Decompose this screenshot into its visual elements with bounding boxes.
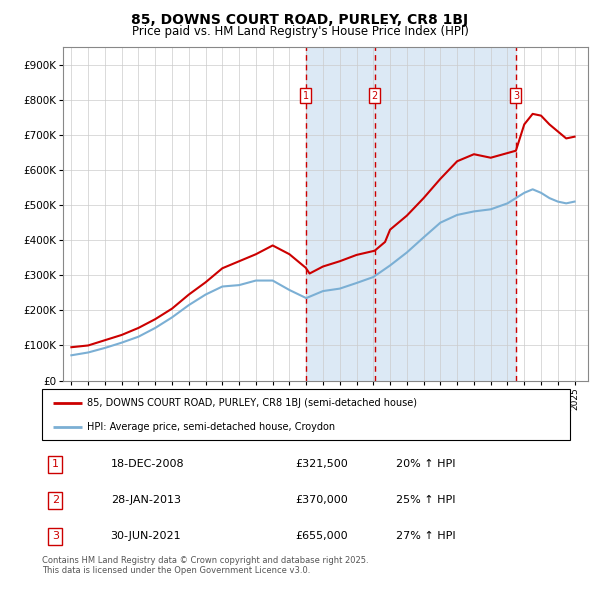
- Bar: [374, 47, 516, 381]
- Text: 1: 1: [302, 90, 309, 100]
- Text: 3: 3: [52, 532, 59, 542]
- Text: 85, DOWNS COURT ROAD, PURLEY, CR8 1BJ (semi-detached house): 85, DOWNS COURT ROAD, PURLEY, CR8 1BJ (s…: [87, 398, 417, 408]
- Text: 2: 2: [52, 496, 59, 506]
- Text: 2: 2: [371, 90, 378, 100]
- Text: £370,000: £370,000: [295, 496, 348, 506]
- Text: 85, DOWNS COURT ROAD, PURLEY, CR8 1BJ: 85, DOWNS COURT ROAD, PURLEY, CR8 1BJ: [131, 13, 469, 27]
- Text: Price paid vs. HM Land Registry's House Price Index (HPI): Price paid vs. HM Land Registry's House …: [131, 25, 469, 38]
- Text: 30-JUN-2021: 30-JUN-2021: [110, 532, 181, 542]
- Bar: [306, 47, 374, 381]
- Text: 27% ↑ HPI: 27% ↑ HPI: [396, 532, 455, 542]
- Text: 20% ↑ HPI: 20% ↑ HPI: [396, 460, 455, 469]
- Text: 25% ↑ HPI: 25% ↑ HPI: [396, 496, 455, 506]
- Text: Contains HM Land Registry data © Crown copyright and database right 2025.
This d: Contains HM Land Registry data © Crown c…: [42, 556, 368, 575]
- Text: 28-JAN-2013: 28-JAN-2013: [110, 496, 181, 506]
- Text: 1: 1: [52, 460, 59, 469]
- Text: £321,500: £321,500: [295, 460, 348, 469]
- Text: £655,000: £655,000: [295, 532, 348, 542]
- Text: 3: 3: [513, 90, 519, 100]
- Text: 18-DEC-2008: 18-DEC-2008: [110, 460, 184, 469]
- Text: HPI: Average price, semi-detached house, Croydon: HPI: Average price, semi-detached house,…: [87, 422, 335, 432]
